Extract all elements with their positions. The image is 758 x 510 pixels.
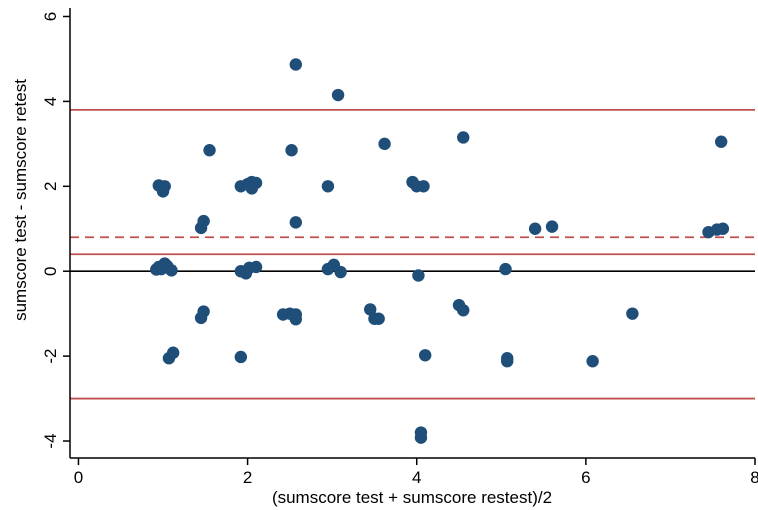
data-point-45 [412, 269, 425, 282]
y-tick-label--4: -4 [41, 433, 60, 448]
y-tick-label--2: -2 [41, 349, 60, 364]
data-point-2 [156, 185, 170, 198]
data-point-46 [418, 349, 432, 362]
data-point-52 [499, 262, 512, 276]
reference-lines [70, 108, 755, 400]
data-point-38 [364, 303, 377, 316]
data-point-56 [545, 220, 559, 233]
data-point-25 [234, 350, 248, 364]
data-point-54 [501, 355, 514, 368]
data-point-13 [203, 144, 216, 157]
data-point-7 [165, 264, 178, 277]
data-point-34 [331, 88, 345, 102]
x-tick-label-6: 6 [581, 468, 590, 487]
data-point-15 [197, 305, 210, 318]
data-point-28 [289, 216, 302, 229]
y-axis-title: sumscore test - sumscore retest [11, 79, 30, 321]
data-point-51 [457, 131, 470, 144]
data-point-26 [285, 144, 298, 157]
x-tick-label-0: 0 [74, 468, 83, 487]
x-tick-label-8: 8 [750, 468, 758, 487]
y-tick-label-6: 6 [41, 12, 60, 21]
y-tick-label-4: 4 [41, 97, 60, 106]
data-point-33 [321, 180, 335, 193]
data-point-58 [626, 307, 639, 320]
data-point-10 [166, 346, 180, 359]
data-point-62 [714, 135, 728, 148]
data-point-32 [289, 312, 302, 326]
x-tick-label-2: 2 [243, 468, 252, 487]
x-tick-label-4: 4 [412, 468, 421, 487]
data-point-27 [289, 58, 302, 71]
axes: 0 2 4 6 8 -4 -2 0 2 4 6 [41, 8, 758, 487]
data-point-20 [245, 182, 259, 195]
y-tick-label-0: 0 [41, 266, 60, 275]
data-point-57 [586, 355, 599, 368]
data-points [150, 58, 730, 444]
data-point-37 [334, 265, 347, 279]
data-point-61 [716, 222, 730, 235]
data-point-40 [372, 312, 385, 325]
data-point-55 [528, 222, 542, 235]
data-point-12 [197, 214, 210, 228]
data-point-44 [417, 180, 430, 193]
data-point-48 [414, 431, 428, 444]
data-point-50 [457, 304, 470, 317]
y-tick-label-2: 2 [41, 182, 60, 191]
x-axis-title: (sumscore test + sumscore restest)/2 [272, 488, 552, 507]
data-point-8 [150, 263, 163, 276]
data-point-41 [378, 137, 391, 151]
data-point-24 [249, 260, 263, 274]
